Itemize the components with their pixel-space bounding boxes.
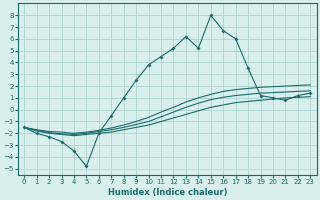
X-axis label: Humidex (Indice chaleur): Humidex (Indice chaleur) bbox=[108, 188, 227, 197]
